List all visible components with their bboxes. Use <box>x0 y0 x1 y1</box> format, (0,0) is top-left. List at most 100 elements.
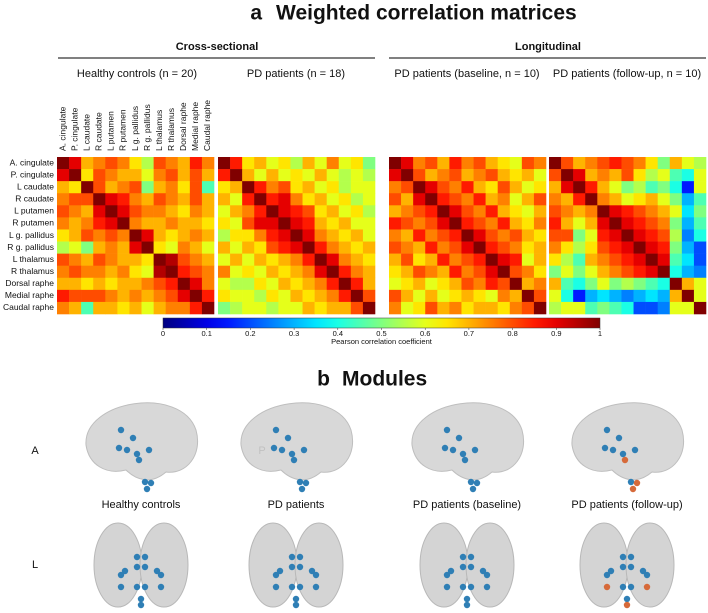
colorbar <box>162 317 601 329</box>
heatmap-cell <box>449 253 462 266</box>
heatmap-cell <box>549 265 562 279</box>
heatmap-cell <box>521 229 535 242</box>
node <box>288 563 296 571</box>
heatmap-cell <box>201 193 215 206</box>
heatmap-cell <box>425 193 438 206</box>
heatmap-cell <box>669 277 683 291</box>
heatmap-cell <box>401 289 414 303</box>
heatmap-cell <box>218 181 231 194</box>
matrix-title: PD patients (baseline, n = 10) <box>394 68 539 80</box>
heatmap-cell <box>549 205 562 218</box>
heatmap-cell <box>497 229 511 242</box>
heatmap-cell <box>669 229 683 242</box>
heatmap-cell <box>389 241 402 254</box>
heatmap-cell <box>497 265 511 279</box>
heatmap-cell <box>549 217 562 230</box>
heatmap-cell <box>645 229 658 242</box>
heatmap-cell <box>621 169 634 182</box>
heatmap-cell <box>57 193 70 206</box>
heatmap-cell <box>326 205 340 218</box>
node <box>621 456 629 464</box>
heatmap-cell <box>302 205 315 218</box>
column-label: Dorsal raphe <box>178 102 188 151</box>
heatmap-cell <box>338 289 352 303</box>
heatmap-cell <box>621 265 634 279</box>
heatmap-cell <box>69 157 82 170</box>
heatmap-cell <box>449 301 462 315</box>
heatmap-cell <box>533 169 547 182</box>
heatmap-cell <box>350 181 364 194</box>
node <box>627 553 635 561</box>
heatmap-cell <box>141 301 154 315</box>
heatmap-cell <box>189 289 203 303</box>
heatmap-cell <box>189 217 203 230</box>
node <box>143 485 151 493</box>
heatmap-cell <box>350 169 364 182</box>
heatmap-cell <box>165 241 179 254</box>
heatmap-cell <box>242 229 255 242</box>
heatmap-cell <box>693 205 707 218</box>
heatmap-cell <box>177 229 191 242</box>
group-title: Longitudinal <box>515 41 581 53</box>
node <box>473 479 481 487</box>
heatmap-cell <box>326 169 340 182</box>
node <box>141 563 149 571</box>
heatmap-cell <box>633 253 646 266</box>
heatmap-cell <box>461 265 474 279</box>
column-label: L g. pallidus <box>130 106 140 151</box>
node <box>284 434 292 442</box>
heatmap-cell <box>93 193 106 206</box>
heatmap-cell <box>117 265 130 279</box>
heatmap-cell <box>633 229 646 242</box>
heatmap-cell <box>153 205 166 218</box>
heatmap-cell <box>509 301 523 315</box>
heatmap-cell <box>201 157 215 170</box>
colorbar-tick-label: 0.6 <box>420 329 430 338</box>
node <box>141 583 149 591</box>
node <box>147 479 155 487</box>
heatmap-cell <box>633 277 646 291</box>
heatmap-cell <box>573 241 586 254</box>
row-label: L caudate <box>17 181 54 191</box>
heatmap-cell <box>81 157 94 170</box>
heatmap-cell <box>533 301 547 315</box>
heatmap-cell <box>350 157 364 170</box>
colorbar-tick-label: 0.7 <box>464 329 474 338</box>
heatmap-cell <box>290 169 303 182</box>
heatmap-cell <box>117 241 130 254</box>
node <box>459 583 467 591</box>
heatmap-cell <box>437 301 450 315</box>
brain-axial <box>625 522 675 608</box>
heatmap-cell <box>693 169 707 182</box>
heatmap-cell <box>693 181 707 194</box>
heatmap-cell <box>338 205 352 218</box>
row-label: R caudate <box>15 194 54 204</box>
heatmap-cell <box>461 229 474 242</box>
heatmap-cell <box>105 253 118 266</box>
node <box>141 553 149 561</box>
heatmap-cell <box>521 157 535 170</box>
node <box>129 434 137 442</box>
heatmap-cell <box>314 229 327 242</box>
heatmap-cell <box>461 157 474 170</box>
heatmap-cell <box>437 193 450 206</box>
heatmap-cell <box>117 193 130 206</box>
heatmap-cell <box>389 229 402 242</box>
heatmap-cell <box>621 277 634 291</box>
heatmap-cell <box>278 205 291 218</box>
heatmap-cell <box>362 241 376 254</box>
heatmap-cell <box>497 301 511 315</box>
heatmap-cell <box>314 289 327 303</box>
heatmap-cell <box>549 181 562 194</box>
heatmap-cell <box>302 193 315 206</box>
row-label: L putamen <box>14 206 54 216</box>
heatmap-cell <box>218 301 231 315</box>
node <box>302 479 310 487</box>
heatmap-cell <box>93 265 106 279</box>
heatmap-cell <box>461 193 474 206</box>
heatmap-cell <box>302 229 315 242</box>
heatmap-cell <box>389 301 402 315</box>
node <box>296 553 304 561</box>
heatmap-cell <box>497 193 511 206</box>
heatmap-cell <box>201 265 215 279</box>
